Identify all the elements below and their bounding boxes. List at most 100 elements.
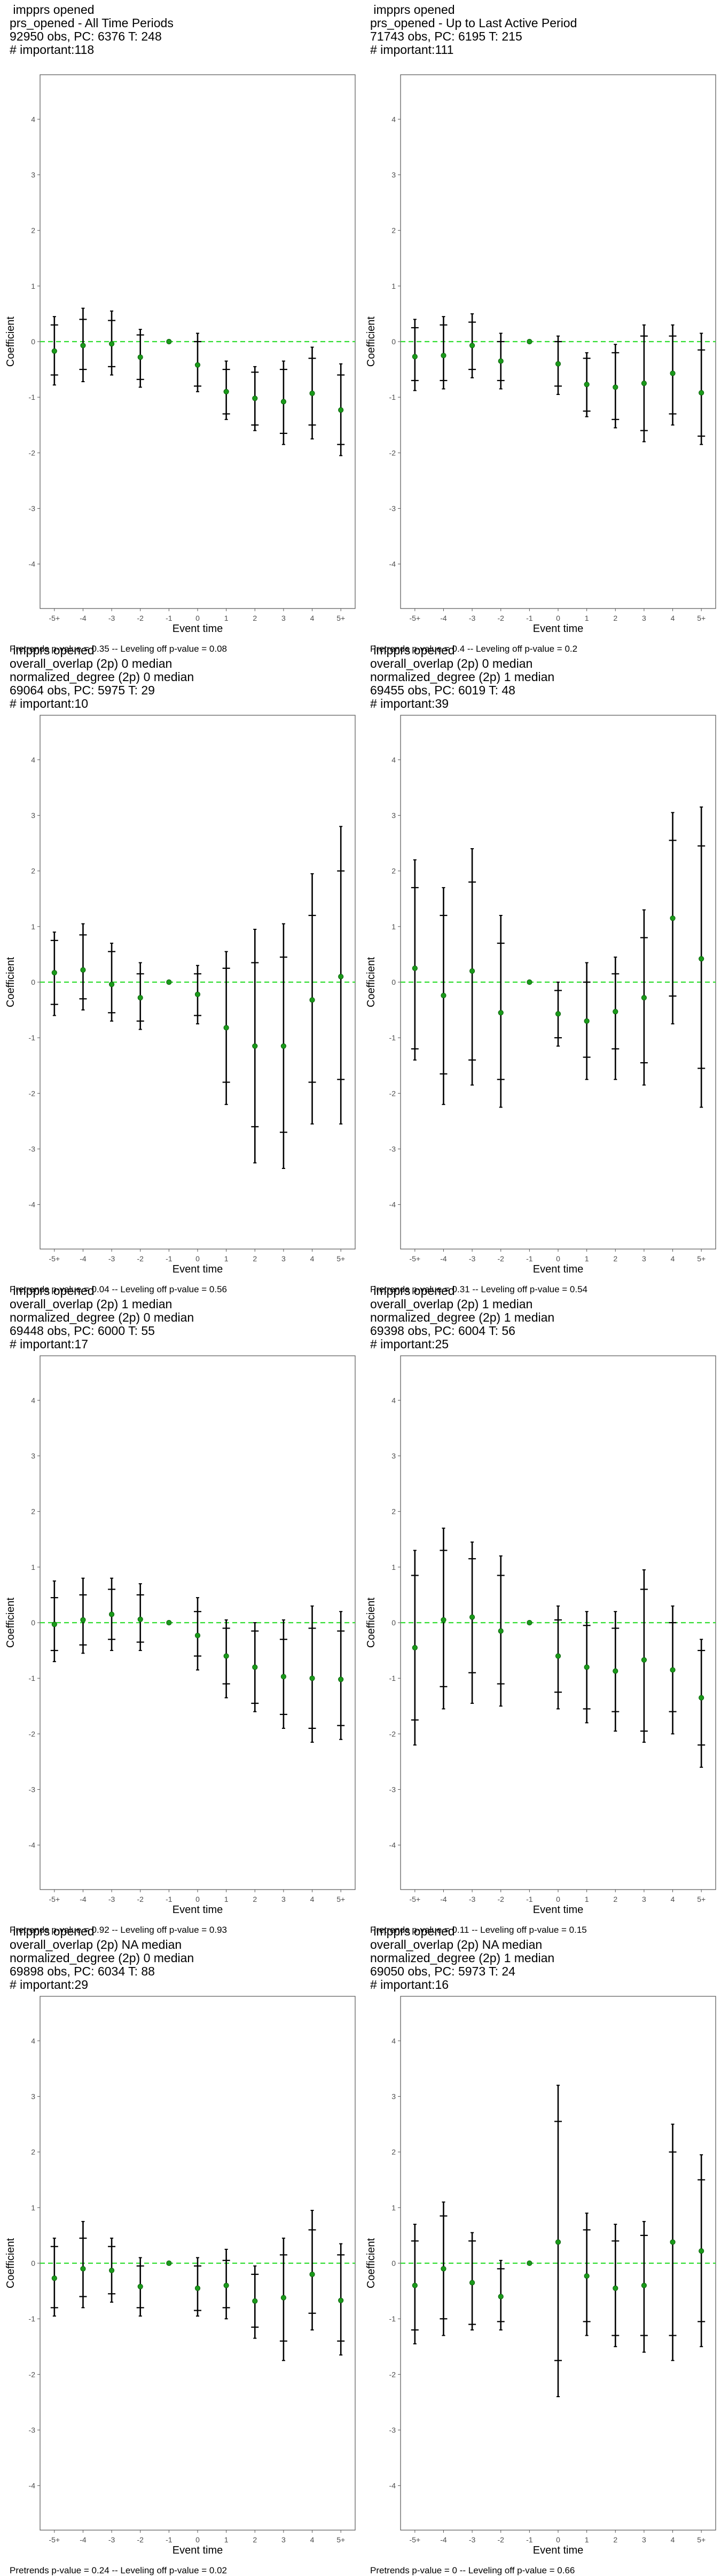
y-tick-label: 3	[391, 811, 396, 820]
y-tick-label: 2	[31, 2148, 35, 2156]
footnote: Pretrends p-value = 0.92 -- Leveling off…	[10, 1925, 227, 1935]
estimate-point	[80, 967, 86, 973]
y-tick-label: 3	[31, 1452, 35, 1460]
y-axis-title: Coefficient	[5, 957, 17, 1007]
x-tick-label: -3	[469, 614, 476, 622]
x-tick-label: 2	[253, 1254, 257, 1263]
y-tick-label: 4	[391, 755, 396, 764]
x-axis-title: Event time	[533, 1263, 583, 1275]
estimate-point	[338, 974, 344, 979]
x-tick-label: 0	[195, 1254, 200, 1263]
estimate-point	[527, 979, 532, 985]
chart-title-line: normalized_degree (2p) 0 median	[10, 1310, 194, 1324]
estimate-point	[309, 2271, 315, 2277]
estimate-point	[223, 1653, 229, 1659]
y-tick-label: -2	[29, 448, 36, 457]
chart-title-line: 69064 obs, PC: 5975 T: 29	[10, 683, 155, 697]
chart-panel: impprs opened overall_overlap (2p) 0 medi…	[360, 641, 721, 1294]
y-tick-label: -4	[389, 1200, 396, 1209]
y-axis-title: Coefficient	[365, 1597, 377, 1648]
x-tick-label: -3	[108, 2535, 115, 2544]
chart-title-line: # important:17	[10, 1337, 89, 1351]
estimate-point	[613, 1668, 618, 1674]
y-tick-label: -3	[29, 2426, 36, 2435]
x-tick-label: 1	[224, 2535, 229, 2544]
estimate-point	[80, 2266, 86, 2272]
estimate-point	[555, 1653, 561, 1659]
x-tick-label: 3	[642, 614, 646, 622]
estimate-point	[584, 382, 590, 388]
x-tick-label: -2	[498, 614, 505, 622]
coefficient-plot: -4 -3 -2 -1 0 1 2 3 4 -5+ -4 -3 -2 -1 0 1 2 3 4 5+ Event tim…	[5, 74, 356, 635]
y-tick-label: 2	[31, 226, 35, 235]
y-tick-label: 1	[31, 2203, 35, 2212]
y-tick-label: 2	[31, 867, 35, 875]
estimate-point	[441, 1617, 446, 1623]
x-tick-label: -3	[469, 2535, 476, 2544]
y-tick-label: -2	[389, 1089, 396, 1097]
footnote: Pretrends p-value = 0.35 -- Leveling off…	[10, 644, 227, 654]
x-tick-label: 2	[253, 1895, 257, 1903]
y-tick-label: 3	[391, 1452, 396, 1460]
estimate-point	[441, 992, 446, 999]
estimate-point	[252, 396, 258, 401]
estimate-point	[223, 389, 229, 394]
x-tick-label: -3	[108, 614, 115, 622]
x-tick-label: 2	[613, 614, 617, 622]
chart-title-line: impprs opened	[10, 3, 95, 17]
y-axis-title: Coefficient	[365, 2238, 377, 2288]
x-tick-label: 3	[281, 1895, 286, 1903]
x-tick-label: 4	[671, 1895, 675, 1903]
coefficient-plot: -4 -3 -2 -1 0 1 2 3 4 -5+ -4 -3 -2 -1 0 1 2 3 4 5+ Event tim…	[5, 1355, 356, 1916]
estimate-point	[166, 2260, 172, 2266]
estimate-point	[699, 956, 704, 962]
x-tick-label: 3	[642, 1254, 646, 1263]
estimate-point	[670, 2239, 676, 2245]
y-tick-label: 2	[391, 2148, 396, 2156]
x-tick-label: -1	[166, 2535, 173, 2544]
y-tick-label: 3	[31, 2092, 35, 2101]
chart-title-line: impprs opened	[370, 1924, 455, 1938]
y-tick-label: 4	[391, 2036, 396, 2045]
chart-title-line: 69398 obs, PC: 6004 T: 56	[370, 1324, 515, 1338]
x-tick-label: 5+	[697, 1254, 706, 1263]
y-tick-label: -1	[29, 1033, 36, 1042]
footnote: Pretrends p-value = 0 -- Leveling off p-…	[370, 2565, 575, 2575]
x-tick-label: -1	[166, 1895, 173, 1903]
x-tick-label: 0	[556, 614, 560, 622]
x-tick-label: -2	[498, 1254, 505, 1263]
x-tick-label: 1	[585, 1895, 589, 1903]
estimate-point	[51, 2275, 57, 2281]
coefficient-plot: -4 -3 -2 -1 0 1 2 3 4 -5+ -4 -3 -2 -1 0 1 2 3 4 5+ Event tim…	[5, 715, 356, 1275]
y-tick-label: 4	[31, 2036, 35, 2045]
estimate-point	[670, 370, 676, 376]
y-tick-label: 0	[31, 2259, 35, 2267]
x-tick-label: 3	[281, 1254, 286, 1263]
x-tick-label: 1	[224, 1254, 229, 1263]
chart-title: impprs opened overall_overlap (2p) 1 medi…	[370, 1284, 554, 1351]
x-tick-label: 4	[671, 1254, 675, 1263]
x-tick-label: 0	[195, 614, 200, 622]
chart-title-line: normalized_degree (2p) 1 median	[370, 1310, 555, 1324]
estimate-point	[469, 343, 475, 349]
estimate-point	[280, 1043, 287, 1049]
x-tick-label: 4	[310, 2535, 315, 2544]
x-tick-label: 2	[613, 1895, 617, 1903]
chart-title-line: # important:16	[370, 1978, 449, 1992]
coefficient-plot: -4 -3 -2 -1 0 1 2 3 4 -5+ -4 -3 -2 -1 0 1 2 3 4 5+ Event tim…	[5, 1996, 356, 2556]
x-tick-label: -3	[108, 1895, 115, 1903]
x-tick-label: 4	[671, 614, 675, 622]
x-tick-label: 2	[253, 614, 257, 622]
estimate-point	[51, 1622, 57, 1627]
estimate-point	[280, 399, 287, 405]
x-tick-label: -2	[137, 614, 144, 622]
estimate-point	[469, 2280, 475, 2286]
chart-panel: impprs opened overall_overlap (2p) 1 medi…	[360, 1281, 721, 1935]
y-tick-label: -3	[389, 504, 396, 513]
chart-title-line: normalized_degree (2p) 1 median	[370, 1951, 555, 1965]
estimate-point	[469, 968, 475, 974]
y-tick-label: 2	[391, 1507, 396, 1516]
x-tick-label: -2	[137, 2535, 144, 2544]
estimate-point	[338, 407, 344, 413]
estimate-point	[166, 979, 172, 985]
